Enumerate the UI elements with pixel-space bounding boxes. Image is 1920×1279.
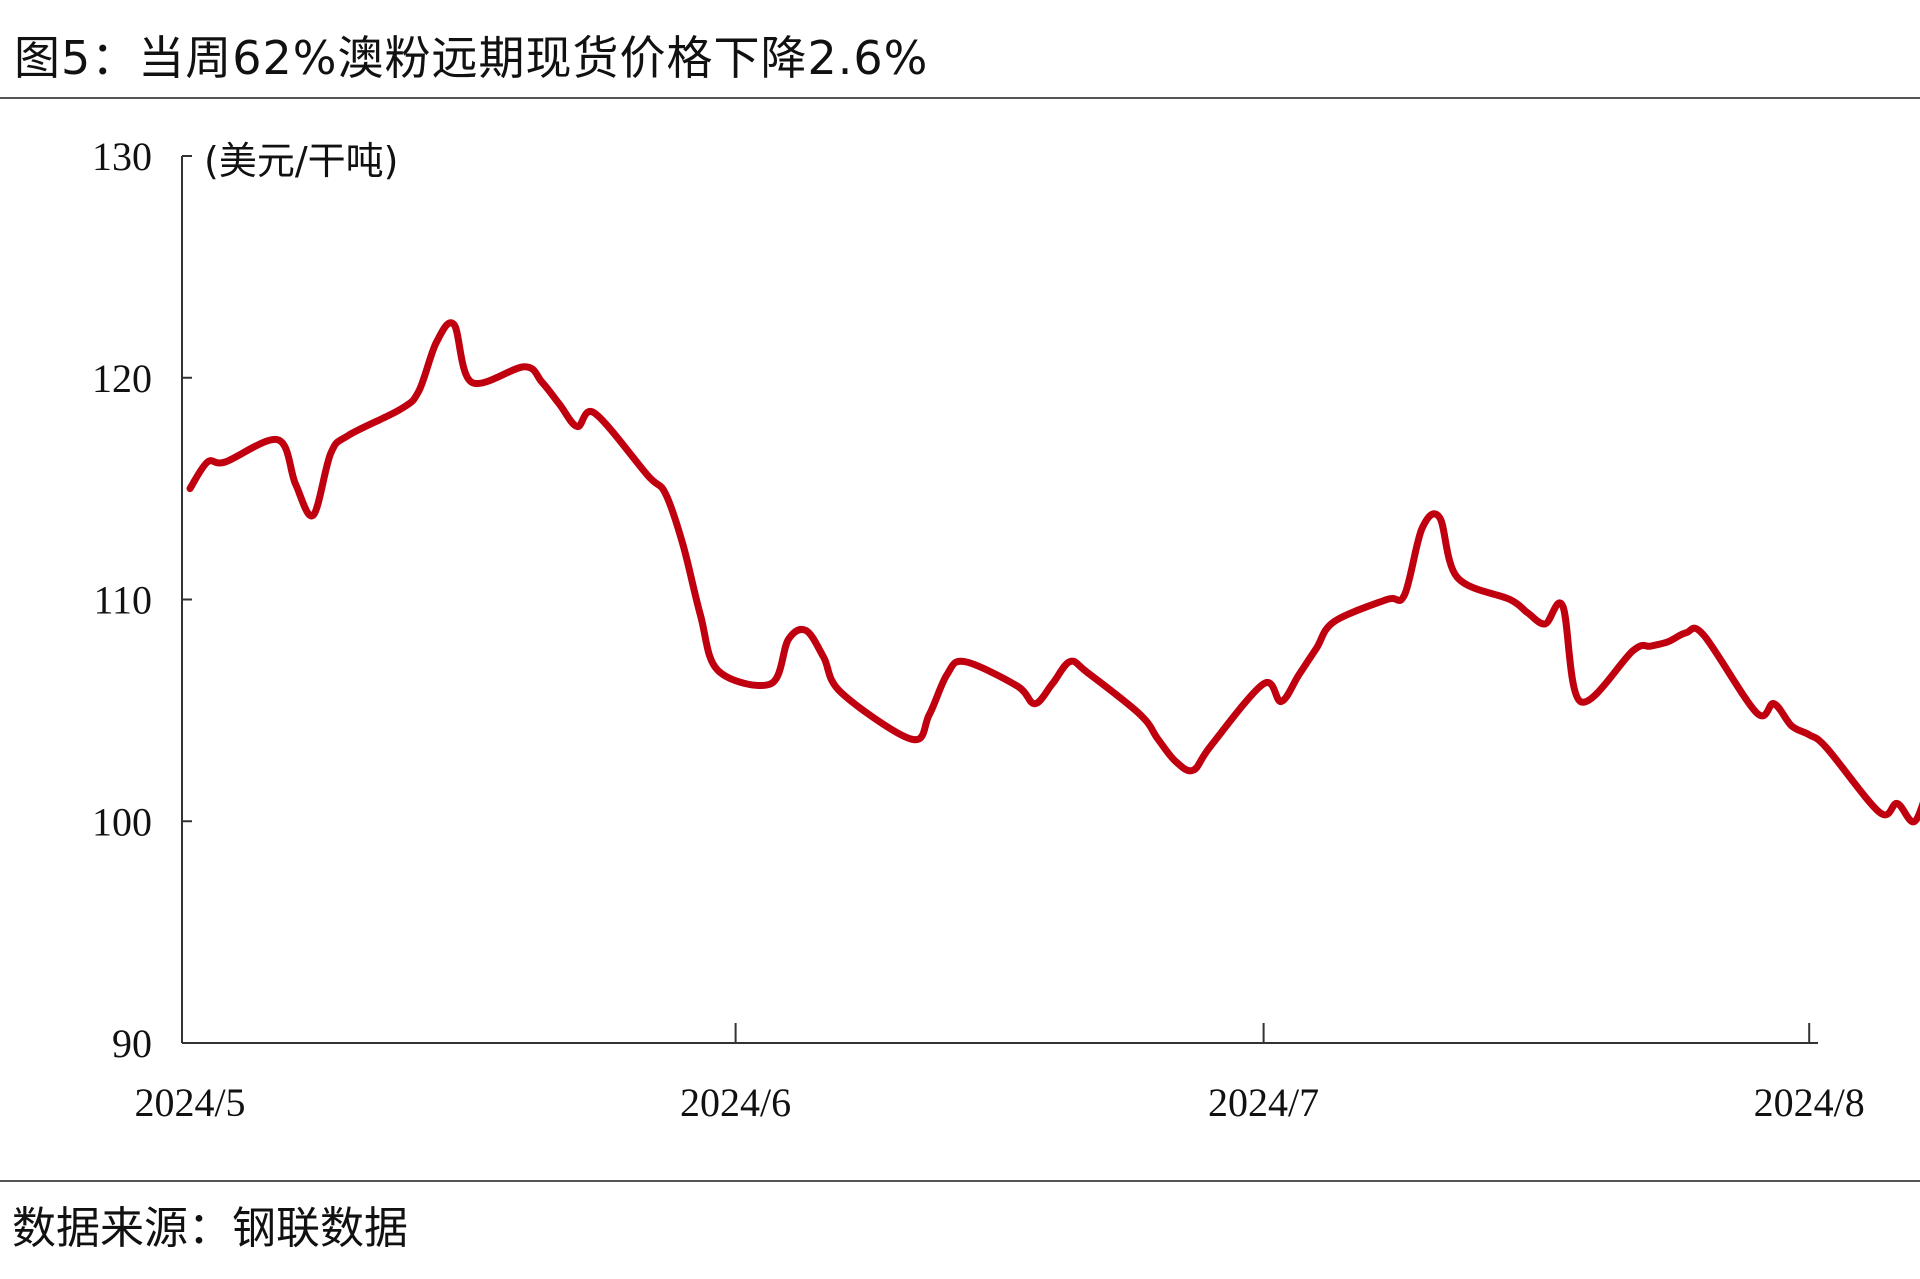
series-line-0: [186, 319, 1920, 826]
x-tick-label: 2024/5: [134, 1080, 245, 1125]
axes: [181, 156, 1818, 1044]
x-tick-label: 2024/8: [1754, 1080, 1865, 1125]
data-source-note: 数据来源：钢联数据: [12, 1203, 408, 1254]
top-divider: [0, 97, 1920, 99]
x-tick-label: 2024/7: [1208, 1080, 1319, 1125]
y-tick-label: 100: [92, 799, 152, 844]
y-axis-unit-label: (美元/干吨): [204, 139, 398, 183]
y-tick-label: 120: [92, 356, 152, 401]
series-group: [186, 319, 1920, 826]
x-axis-ticks: 2024/5 2024/6 2024/7 2024/8: [134, 1023, 1865, 1125]
bottom-divider: [0, 1180, 1920, 1182]
chart-title: 图5：当周62%澳粉远期现货价格下降2.6%: [14, 31, 929, 85]
y-tick-label: 110: [93, 578, 152, 623]
y-tick-label: 130: [92, 134, 152, 179]
x-tick-label: 2024/6: [680, 1080, 791, 1125]
y-tick-label: 90: [112, 1021, 152, 1066]
y-axis-ticks: 130 120 110 100 90: [92, 134, 192, 1066]
